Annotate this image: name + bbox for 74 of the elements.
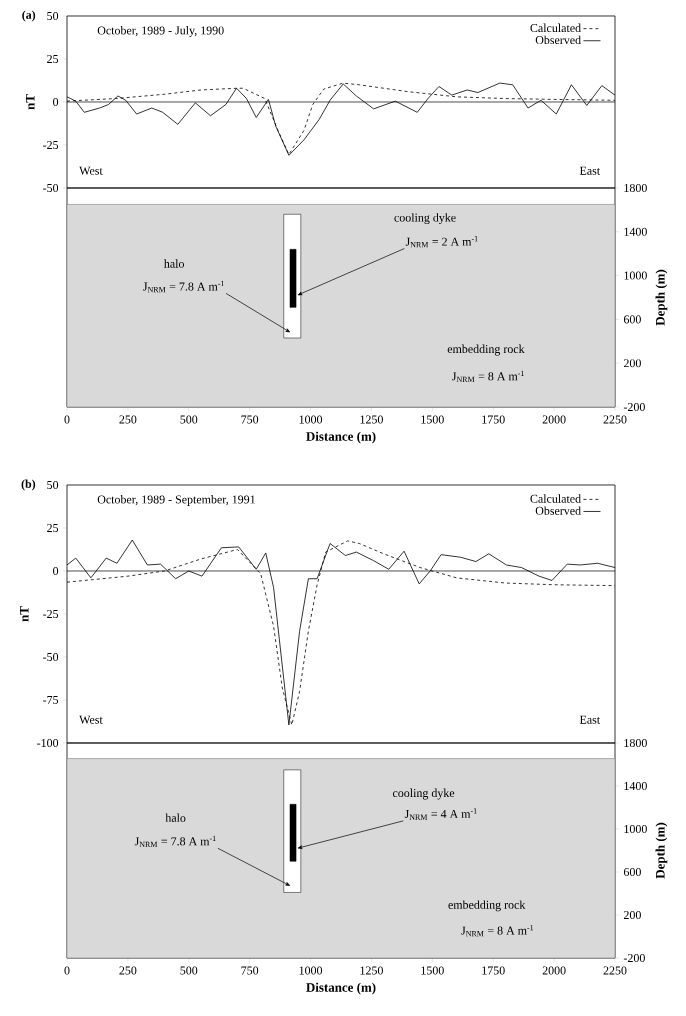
x-tick-label: 750 [241,966,259,975]
x-tick-label: 0 [64,415,70,424]
y-tick-label: 1800 [624,738,647,748]
y-tick-label: -25 [43,140,59,149]
y-axis-title: nT [25,94,35,110]
x-tick-label: 250 [119,415,137,424]
y-tick-label: 1800 [624,183,647,193]
legend-label: Observed [535,506,581,515]
y-tick-label: -200 [623,953,645,963]
x-tick-label: 2250 [603,415,627,424]
x-tick-label: 1250 [360,966,383,975]
annotation: West [79,715,103,724]
legend-label: Calculated [530,494,581,503]
text: (a) [22,10,36,22]
annotation: October, 1989 - September, 1991 [97,495,255,506]
annotation: East [579,166,601,175]
y-tick-label: -100 [37,738,59,748]
annotation: East [579,715,601,724]
x-tick-label: 1750 [482,415,505,424]
x-tick-label: 1250 [360,415,383,424]
y-tick-label: 0 [53,97,59,107]
x-tick-label: 1500 [421,415,444,424]
y-tick-label: 50 [47,11,59,21]
annotation: J$_{NRM}$ = 4 A m$^{-1}$ [404,808,477,820]
y-tick-label: -50 [43,652,59,662]
y-tick-label: 1400 [624,227,647,236]
x-tick-label: 1000 [299,415,323,424]
y-tick-label: -25 [43,609,59,619]
y-axis-title: Depth (m) [655,269,668,326]
annotation: embedding rock [448,900,526,912]
annotation: J$_{NRM}$ = 7.8 A m$^{-1}$ [134,835,216,848]
x-tick-label: 0 [64,966,70,975]
annotation: J$_{NRM}$ = 7.8 A m$^{-1}$ [143,280,224,293]
x-tick-label: 750 [241,415,259,424]
y-tick-label: 0 [53,566,59,576]
y-tick-label: 25 [47,523,59,532]
y-tick-label: 600 [623,315,641,324]
x-axis-title: Distance (m) [306,982,376,995]
y-tick-label: 50 [47,480,59,490]
x-tick-label: 2000 [542,415,566,424]
x-tick-label: 1750 [482,966,505,975]
annotation: halo [165,813,186,822]
annotation: J$_{NRM}$ = 2 A m$^{-1}$ [405,235,478,248]
annotation: cooling dyke [392,788,455,800]
x-tick-label: 2000 [542,966,566,975]
y-tick-label: 1000 [624,271,647,280]
y-tick-label: -75 [43,696,59,704]
y-tick-label: -50 [43,183,59,193]
annotation: J$_{NRM}$ = 8 A m$^{-1}$ [452,370,524,383]
annotation: October, 1989 - July, 1990 [97,26,224,37]
legend-label: Calculated [530,23,581,33]
annotation: J$_{NRM}$ = 8 A m$^{-1}$ [461,924,534,937]
legend-label: Observed [535,35,581,45]
y-axis-title: nT [20,606,29,622]
y-tick-label: 200 [623,359,641,368]
y-tick-label: 600 [623,867,641,877]
annotation: West [79,166,103,175]
x-tick-label: 500 [180,415,198,424]
x-tick-label: 2250 [603,966,627,975]
x-tick-label: 500 [180,966,198,975]
annotation: halo [163,259,184,268]
y-tick-label: 200 [623,910,641,920]
annotation: cooling dyke [394,213,456,225]
y-tick-label: -200 [623,402,645,412]
x-tick-label: 250 [119,966,137,975]
y-axis-title: Depth (m) [655,822,668,879]
y-tick-label: 1000 [624,824,647,834]
x-tick-label: 1000 [299,966,323,975]
x-axis-title: Distance (m) [306,431,376,444]
x-tick-label: 1500 [421,966,444,975]
y-tick-label: 1400 [624,781,647,791]
annotation: embedding rock [447,344,525,356]
text: (b) [21,479,36,491]
y-tick-label: 25 [47,54,59,63]
